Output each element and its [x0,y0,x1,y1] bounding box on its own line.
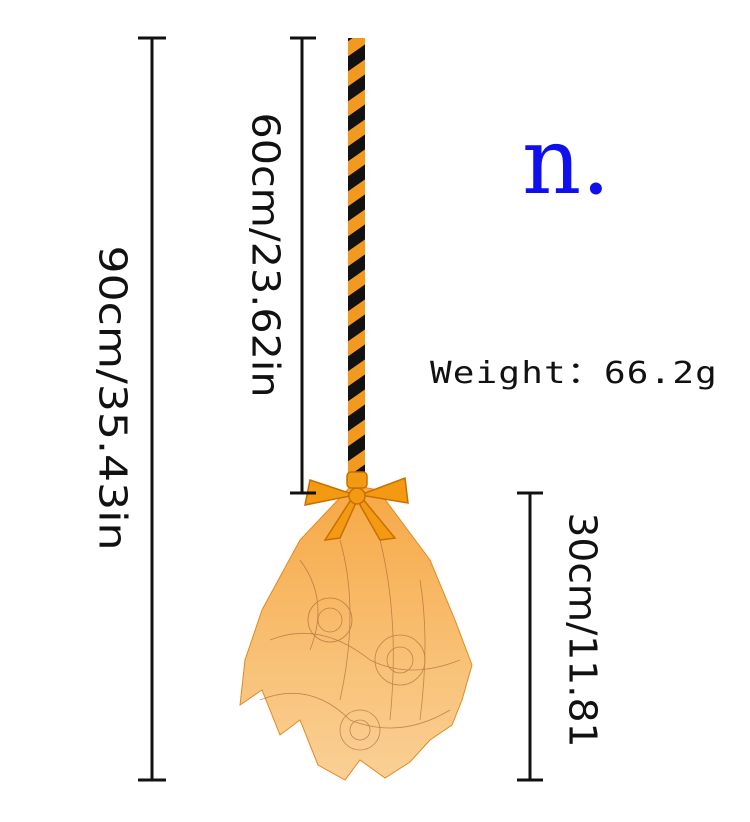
bow [304,471,409,541]
dimension-rule-90 [138,36,166,782]
dimension-label: 90cm/35.43in [91,246,135,551]
brand-mark: n. [522,108,611,215]
dimension-label: 30cm/11.81 [561,513,605,748]
dimension-rule-60 [290,36,316,495]
dimension-rule-30 [517,491,543,782]
broom-stick [348,38,365,483]
dimension-label: 60cm/23.62in [244,113,288,398]
weight-label: Weight：66.2g [430,356,718,391]
broom-bristles [239,484,473,781]
